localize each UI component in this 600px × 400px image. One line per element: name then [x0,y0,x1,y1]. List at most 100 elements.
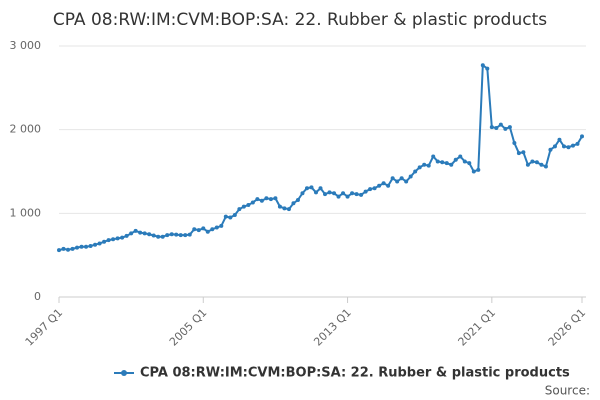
data-point [300,191,305,196]
data-point [210,227,215,232]
legend-marker [121,370,127,376]
data-point [277,204,282,209]
data-point [187,232,192,237]
data-point [444,161,449,166]
data-point [580,134,584,139]
data-point [147,232,152,237]
data-point [282,206,287,211]
data-point [57,248,61,253]
data-point [291,201,296,206]
data-point [264,196,269,201]
data-point [106,238,111,243]
data-point [201,226,206,231]
data-point [557,137,562,142]
legend-label: CPA 08:RW:IM:CVM:BOP:SA: 22. Rubber & pl… [140,366,570,381]
data-point [124,233,129,238]
data-point [93,242,98,247]
data-point [232,213,237,218]
data-point [377,183,382,188]
data-point [467,161,472,166]
data-point [79,244,84,249]
data-point [88,243,93,248]
data-point [84,244,89,249]
data-point [471,169,476,174]
data-point [561,144,566,149]
data-point [268,197,273,202]
data-point [250,200,255,205]
data-point [160,234,165,239]
data-point [462,159,467,164]
data-point [327,190,332,195]
data-point [97,241,102,246]
data-point [304,186,309,191]
data-point [399,176,404,181]
data-point [246,202,251,207]
data-point [543,164,548,169]
data-point [313,190,318,195]
data-point [196,228,201,233]
x-tick-label: 2013 Q1 [311,306,354,349]
y-tick-label: 2 000 [10,123,42,136]
data-point [205,229,210,234]
data-point [61,246,66,251]
data-point [449,162,454,167]
data-point [165,233,170,238]
data-point [458,154,463,159]
data-point [169,232,174,237]
data-point [552,144,557,149]
data-point [120,235,125,240]
data-point [102,239,107,244]
data-point [138,230,143,235]
data-point [323,192,328,197]
data-point [219,223,224,228]
data-point [309,185,314,190]
data-point [368,187,373,192]
data-point [525,162,530,167]
data-point [539,162,544,167]
x-tick-label: 2026 Q1 [546,306,589,349]
data-point [395,179,400,184]
data-point [435,159,440,164]
y-tick-label: 1 000 [10,206,42,219]
data-point [386,183,391,188]
chart-title: CPA 08:RW:IM:CVM:BOP:SA: 22. Rubber & pl… [53,10,547,30]
data-point [111,237,116,242]
data-point [404,179,409,184]
data-point [507,125,512,130]
data-point [151,233,156,238]
data-point [426,163,431,168]
data-point [345,194,350,199]
data-point [570,143,575,148]
data-point [408,174,413,179]
x-tick-label: 1997 Q1 [23,306,66,349]
data-point [381,181,386,186]
data-point [142,231,147,236]
data-point [417,165,422,170]
data-point [413,169,418,174]
x-tick-label: 2005 Q1 [167,306,210,349]
data-point [566,145,571,150]
data-point [332,191,337,196]
data-point [575,141,580,146]
data-point [336,194,341,199]
data-point [228,215,233,220]
data-point [350,191,355,196]
data-point [372,186,377,191]
data-point [548,147,553,152]
data-point [241,204,246,209]
data-point [295,197,300,202]
source: Source: [545,384,590,398]
data-point [255,197,260,202]
data-point [174,232,179,237]
data-point [192,227,197,232]
y-tick-label: 3 000 [10,39,42,52]
data-point [363,189,368,194]
data-point [489,125,494,130]
data-point [115,236,120,241]
x-tick-label: 2021 Q1 [456,306,499,349]
data-point [359,192,364,197]
data-point [530,159,535,164]
data-point [476,167,481,172]
